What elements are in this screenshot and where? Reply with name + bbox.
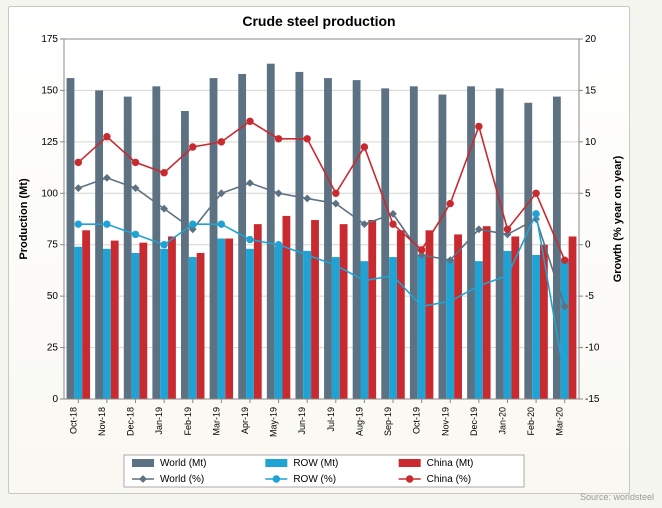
svg-text:Feb-19: Feb-19 — [183, 407, 193, 436]
bar-chinamt — [197, 253, 205, 399]
svg-text:Dec-18: Dec-18 — [126, 407, 136, 436]
svg-text:75: 75 — [47, 240, 59, 251]
svg-text:ROW (Mt): ROW (Mt) — [293, 458, 338, 469]
bar-worldmt — [467, 86, 475, 399]
svg-text:125: 125 — [41, 137, 58, 148]
svg-text:Oct-18: Oct-18 — [68, 407, 78, 434]
bar-worldmt — [381, 88, 389, 399]
source-label: Source: worldsteel — [580, 492, 654, 502]
bar-chinamt — [254, 224, 262, 399]
bar-worldmt — [295, 72, 303, 399]
bar-rowmt — [303, 251, 311, 399]
chart-frame: Crude steel production 02550751001251501… — [8, 6, 630, 494]
svg-text:20: 20 — [585, 34, 597, 45]
svg-text:Mar-20: Mar-20 — [555, 407, 565, 436]
svg-text:0: 0 — [52, 394, 58, 405]
bar-chinamt — [111, 241, 119, 399]
svg-text:Nov-19: Nov-19 — [440, 407, 450, 436]
bar-worldmt — [439, 95, 447, 399]
svg-text:Production (Mt): Production (Mt) — [18, 178, 30, 260]
svg-text:Oct-19: Oct-19 — [412, 407, 422, 434]
svg-text:0: 0 — [585, 240, 591, 251]
bar-rowmt — [246, 249, 254, 399]
bar-chinamt — [368, 220, 376, 399]
bar-chinamt — [569, 236, 577, 399]
bar-worldmt — [95, 90, 103, 399]
bar-rowmt — [275, 247, 283, 399]
svg-text:Nov-18: Nov-18 — [97, 407, 107, 436]
svg-text:5: 5 — [585, 188, 591, 199]
bar-worldmt — [124, 97, 132, 399]
bar-chinamt — [82, 230, 90, 399]
svg-text:Aug-19: Aug-19 — [354, 407, 364, 436]
bar-rowmt — [160, 249, 168, 399]
chart-svg: 0 25 50 75 100 125 150 175 -15 -10 -5 0 5 10 15 20 Produ… — [9, 7, 629, 493]
bar-worldmt — [267, 64, 275, 399]
svg-text:Dec-19: Dec-19 — [469, 407, 479, 436]
bar-rowmt — [103, 249, 111, 399]
svg-text:-15: -15 — [585, 394, 600, 405]
svg-text:World (%): World (%) — [160, 474, 204, 485]
svg-text:Jul-19: Jul-19 — [326, 407, 336, 432]
bar-chinamt — [511, 236, 519, 399]
bar-chinamt — [454, 234, 462, 399]
svg-text:China (%): China (%) — [427, 474, 471, 485]
bar-worldmt — [210, 78, 218, 399]
bar-chinamt — [282, 216, 290, 399]
bar-rowmt — [532, 255, 540, 399]
svg-text:15: 15 — [585, 85, 597, 96]
svg-text:Jun-19: Jun-19 — [297, 407, 307, 435]
svg-text:10: 10 — [585, 137, 597, 148]
svg-text:Jan-19: Jan-19 — [154, 407, 164, 435]
bar-chinamt — [483, 226, 491, 399]
bar-rowmt — [418, 255, 426, 399]
bar-rowmt — [332, 257, 340, 399]
bar-chinamt — [340, 224, 348, 399]
bar-rowmt — [217, 239, 225, 399]
bar-rowmt — [74, 247, 82, 399]
svg-text:150: 150 — [41, 85, 58, 96]
bar-worldmt — [524, 103, 532, 399]
svg-text:Feb-20: Feb-20 — [526, 407, 536, 436]
bar-rowmt — [132, 253, 140, 399]
bar-chinamt — [397, 230, 405, 399]
bar-chinamt — [168, 236, 176, 399]
bar-rowmt — [475, 261, 483, 399]
bar-rowmt — [446, 259, 454, 399]
svg-text:China (Mt): China (Mt) — [427, 458, 474, 469]
svg-text:Jan-20: Jan-20 — [497, 407, 507, 435]
svg-text:-10: -10 — [585, 343, 600, 354]
bar-chinamt — [311, 220, 319, 399]
svg-text:-5: -5 — [585, 291, 594, 302]
bar-chinamt — [540, 245, 548, 399]
bar-worldmt — [67, 78, 75, 399]
svg-text:ROW (%): ROW (%) — [293, 474, 336, 485]
svg-text:Apr-19: Apr-19 — [240, 407, 250, 434]
bar-chinamt — [139, 243, 147, 399]
svg-text:175: 175 — [41, 34, 58, 45]
svg-text:Mar-19: Mar-19 — [211, 407, 221, 436]
bar-worldmt — [324, 78, 332, 399]
bar-rowmt — [189, 257, 197, 399]
svg-text:25: 25 — [47, 343, 59, 354]
bar-chinamt — [225, 239, 233, 399]
svg-text:May-19: May-19 — [269, 407, 279, 437]
svg-text:Sep-19: Sep-19 — [383, 407, 393, 436]
bar-worldmt — [496, 88, 504, 399]
svg-text:50: 50 — [47, 291, 59, 302]
svg-text:100: 100 — [41, 188, 58, 199]
svg-text:World (Mt): World (Mt) — [160, 458, 206, 469]
svg-text:Growth (% year on year): Growth (% year on year) — [612, 155, 624, 282]
bar-worldmt — [353, 80, 361, 399]
